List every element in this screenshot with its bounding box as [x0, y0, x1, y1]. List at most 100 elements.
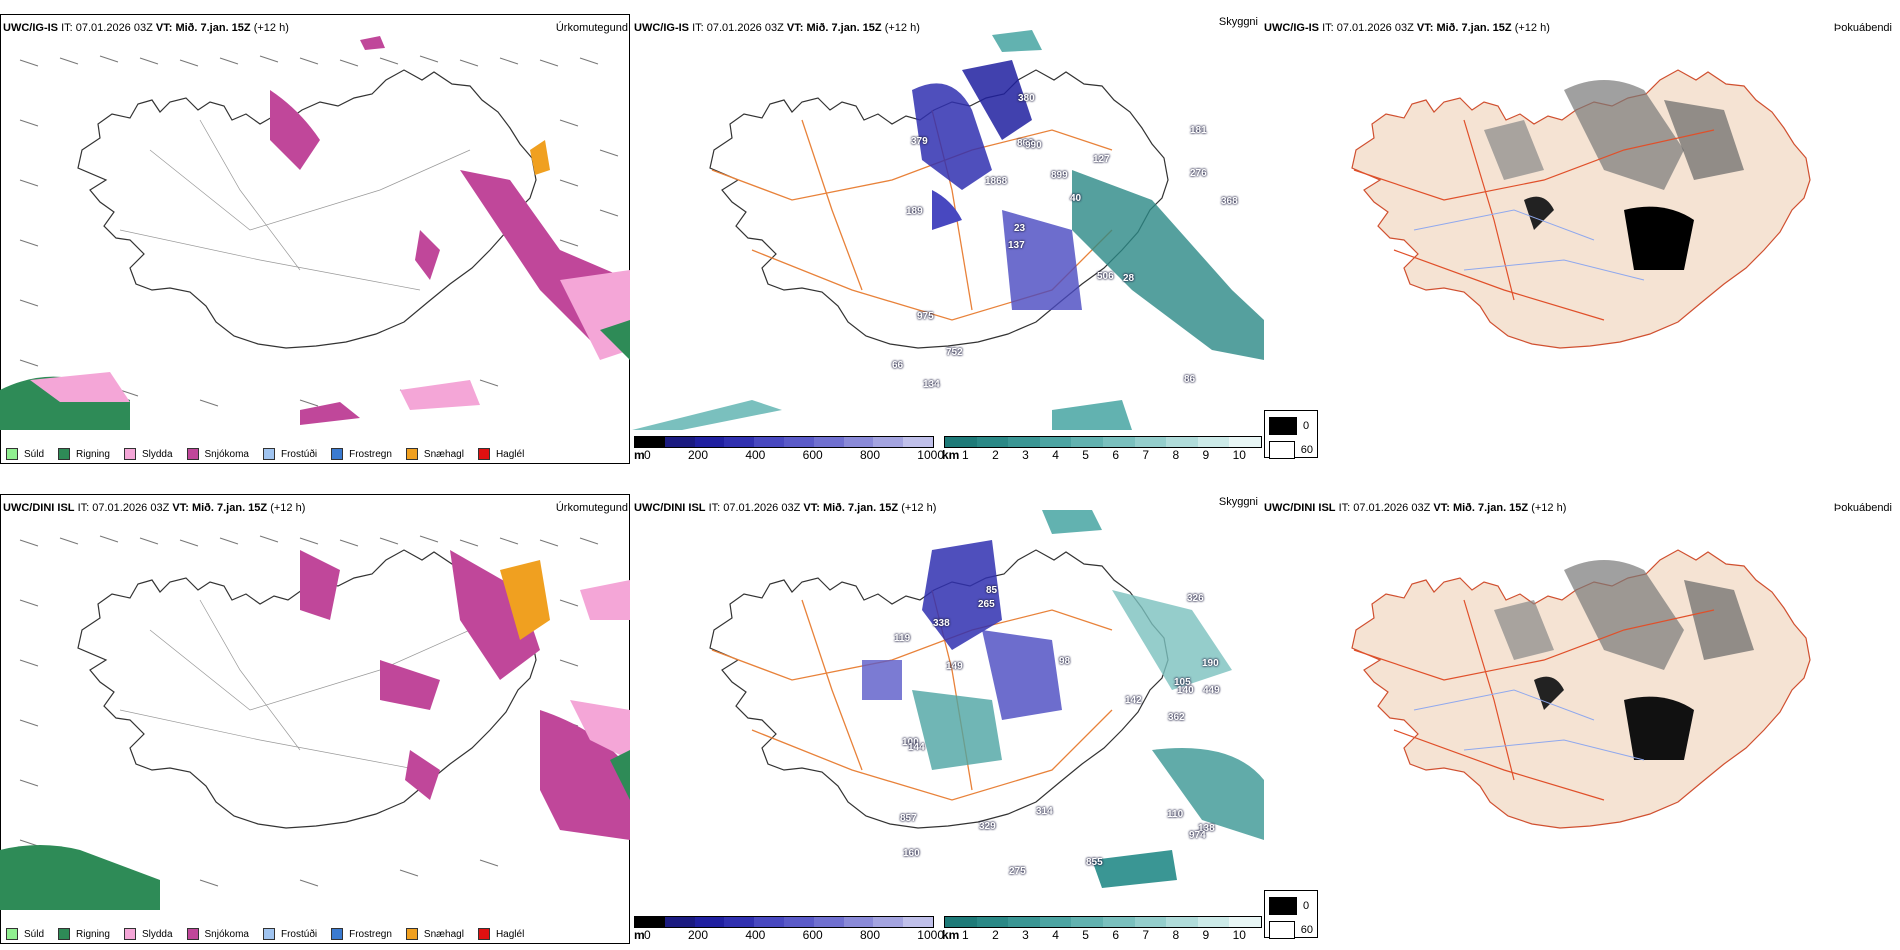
visibility-value-label: 98	[1059, 656, 1071, 667]
visibility-value-label: 190	[1202, 658, 1219, 669]
visibility-value-label: 975	[917, 311, 934, 322]
model-name: UWC/DINI ISL	[1264, 502, 1336, 514]
visibility-value-label: 276	[1190, 168, 1207, 179]
visibility-value-label: 181	[1190, 125, 1207, 136]
tick-label: 3	[1022, 448, 1029, 462]
visibility-value-label: 119	[894, 633, 911, 644]
vt-value: Mið. 7.jan. 15Z	[806, 22, 882, 34]
panel-header: UWC/IG-IS IT: 07.01.2026 03Z VT: Mið. 7.…	[1264, 22, 1550, 34]
vt-value: Mið. 7.jan. 15Z	[822, 502, 899, 514]
visibility-value-label: 127	[1093, 154, 1110, 165]
visibility-value-label: 140	[1177, 685, 1194, 696]
visibility-value-label: 855	[1086, 857, 1103, 868]
visibility-value-label: 189	[906, 206, 923, 217]
vt-label: VT:	[803, 502, 820, 514]
tick-label: 1	[962, 928, 969, 942]
legend-label: Súld	[24, 448, 45, 460]
it-value: 07.01.2026 03Z	[1353, 502, 1431, 514]
tick-label: 2	[992, 448, 999, 462]
it-label: IT:	[1338, 502, 1351, 514]
lead-time: (+12 h)	[253, 22, 289, 34]
tick-label: 600	[802, 928, 823, 942]
visibility-value-label: 86	[1184, 374, 1196, 385]
legend-item: Snæhagl	[405, 928, 464, 940]
panel-tag: Úrkomutegund	[555, 22, 628, 34]
legend-item: Snjókoma	[186, 928, 249, 940]
model-name: UWC/IG-IS	[1264, 22, 1319, 34]
legend-label: Snæhagl	[423, 928, 464, 940]
cloud-label: 0	[1303, 420, 1310, 432]
legend-item: Frostregn	[331, 928, 392, 940]
fog-map	[1351, 69, 1811, 349]
legend-item: Snjókoma	[186, 448, 249, 460]
cloud-label: 0	[1303, 900, 1310, 912]
legend-swatch	[405, 928, 418, 940]
visibility-value-label: 265	[978, 599, 995, 610]
visibility-value-label: 380	[1018, 93, 1035, 104]
legend-item: Rigning	[58, 928, 110, 940]
legend-swatch	[331, 928, 344, 940]
legend-label: Súld	[24, 928, 45, 940]
visibility-value-label: 362	[1168, 712, 1185, 723]
panel-tag: Skyggni	[1218, 496, 1258, 508]
legend-item: Snæhagl	[405, 448, 464, 460]
legend-label: Haglél	[495, 928, 525, 940]
visibility-panel-top: UWC/IG-IS IT: 07.01.2026 03Z VT: Mið. 7.…	[632, 0, 1264, 470]
legend-swatch	[6, 928, 18, 940]
visibility-value-label: 160	[903, 848, 920, 859]
legend-item: Haglél	[477, 448, 524, 460]
it-value: 07.01.2026 03Z	[1336, 22, 1414, 34]
cloud-swatch	[1269, 921, 1295, 939]
panel-tag: Þokuábendi	[1833, 22, 1892, 34]
visibility-value-label: 449	[1203, 685, 1220, 696]
visibility-value-label: 85	[986, 585, 998, 596]
visibility-value-label: 314	[1036, 806, 1053, 817]
legend-label: Snjókoma	[204, 448, 249, 460]
visibility-value-label: 368	[1221, 196, 1238, 207]
map-frame	[0, 14, 630, 464]
visibility-value-label: 326	[1187, 593, 1204, 604]
precip-map	[0, 36, 630, 430]
legend-label: Frostúði	[280, 928, 318, 940]
lead-time: (+12 h)	[901, 502, 937, 514]
vis-m-unit: m	[634, 928, 645, 942]
it-label: IT:	[1322, 22, 1334, 34]
tick-label: 1	[962, 448, 969, 462]
vt-label: VT:	[786, 22, 804, 34]
vis-km-unit: km	[942, 448, 960, 462]
tick-label: 600	[802, 448, 823, 462]
model-name: UWC/IG-IS	[634, 22, 689, 34]
tick-label: 400	[745, 448, 766, 462]
legend-item: Rigning	[58, 448, 110, 460]
precip-panel-top: UWC/IG-IS IT: 07.01.2026 03Z VT: Mið. 7.…	[0, 0, 632, 470]
visibility-value-label: 899	[1051, 170, 1068, 181]
cloud-swatch	[1269, 441, 1295, 459]
legend-swatch	[123, 448, 136, 460]
legend-swatch	[477, 448, 490, 460]
legend-label: Snæhagl	[423, 448, 464, 460]
visibility-value-label: 752	[946, 347, 963, 358]
vt-value: Mið. 7.jan. 15Z	[175, 22, 251, 34]
visibility-value-label: 144	[908, 742, 925, 753]
visibility-value-label: 974	[1189, 830, 1206, 841]
cloud-legend-row: 60	[1269, 441, 1313, 459]
legend-label: Frostregn	[349, 448, 392, 460]
legend-label: Frostregn	[349, 928, 392, 940]
legend-item: Frostúði	[262, 928, 318, 940]
vis-m-colorbar	[634, 436, 934, 448]
legend-swatch	[405, 448, 418, 460]
precip-legend: Súld Rigning Slydda Snjókoma Frostúði Fr…	[6, 448, 524, 460]
tick-label: 9	[1202, 928, 1210, 942]
tick-label: 8	[1172, 448, 1180, 462]
tick-label: 5	[1082, 448, 1089, 462]
vis-km-colorbar	[944, 436, 1262, 448]
vis-m-ticks: 0 200 400 600 800 1000	[644, 928, 944, 942]
tick-label: 9	[1202, 448, 1210, 462]
visibility-value-label: 142	[1125, 695, 1142, 706]
vt-value: Mið. 7.jan. 15Z	[191, 502, 268, 514]
tick-label: 7	[1142, 928, 1150, 942]
legend-swatch	[477, 928, 490, 940]
visibility-value-label: 40	[1070, 193, 1082, 204]
cloud-legend-row: 0	[1269, 417, 1313, 435]
model-name: UWC/DINI ISL	[3, 502, 75, 514]
